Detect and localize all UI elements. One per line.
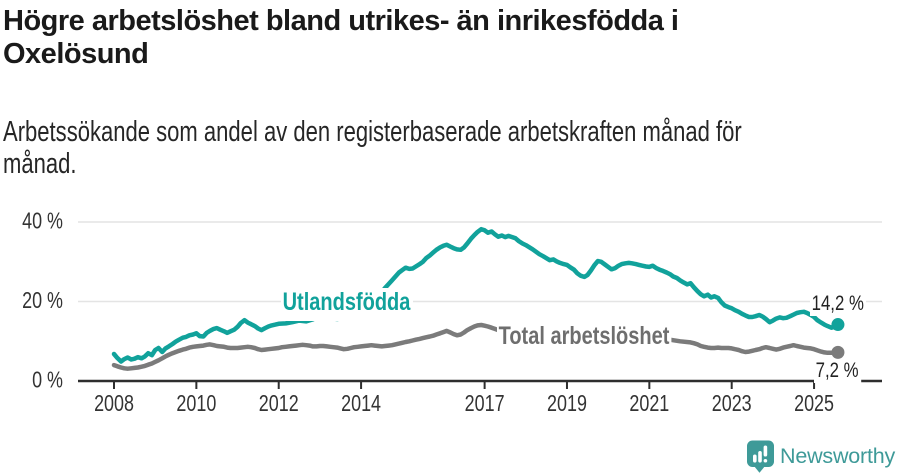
series-end-dot bbox=[831, 345, 845, 359]
x-axis-tick-label: 2014 bbox=[341, 391, 381, 417]
line-chart-plot-area: 0 % 20 % 40 % 2008 2010 2012 2014 2017 2019 2021 2… bbox=[22, 208, 882, 417]
x-axis-tick-label: 2021 bbox=[629, 391, 669, 417]
newsworthy-speech-bubble-bar-chart-icon bbox=[747, 440, 774, 473]
chart-subtitle: Arbetssökande som andel av den registerb… bbox=[3, 116, 854, 180]
chart-title-line-2: Oxelösund bbox=[3, 38, 149, 70]
series-label-total-arbetsloshet: Total arbetslöshet bbox=[497, 322, 672, 355]
x-axis-tick-label: 2025 bbox=[794, 391, 834, 417]
series-line-utlandsf-dda bbox=[111, 226, 841, 364]
x-axis-tick-label: 2010 bbox=[176, 391, 216, 417]
y-axis-tick-label: 20 % bbox=[22, 288, 63, 314]
y-axis-tick-label: 40 % bbox=[22, 208, 63, 234]
chart-subtitle-line-2: månad. bbox=[3, 148, 77, 180]
x-axis-tick-label: 2012 bbox=[259, 391, 299, 417]
x-axis-tick-label: 2019 bbox=[547, 391, 587, 417]
series-end-dot bbox=[831, 318, 845, 332]
series-line-total-arbetsl-shet bbox=[111, 322, 841, 371]
x-axis-tick-label: 2008 bbox=[94, 391, 134, 417]
y-axis-tick-label: 0 % bbox=[32, 367, 63, 393]
x-axis-tick-label: 2023 bbox=[712, 391, 752, 417]
newsworthy-logo: Newsworthy bbox=[744, 438, 900, 474]
chart-subtitle-line-1: Arbetssökande som andel av den registerb… bbox=[3, 116, 742, 148]
end-value-label-total: 7,2 % bbox=[814, 359, 861, 383]
x-axis-tick-label: 2017 bbox=[465, 391, 505, 417]
chart-title: Högre arbetslöshet bland utrikes- än inr… bbox=[3, 5, 883, 71]
series-label-utlandsfodda: Utlandsfödda bbox=[281, 288, 413, 321]
newsworthy-logo-text: Newsworthy bbox=[780, 444, 896, 468]
chart-title-line-1: Högre arbetslöshet bland utrikes- än inr… bbox=[3, 5, 679, 37]
end-value-label-utlandsfodda: 14,2 % bbox=[810, 292, 867, 316]
